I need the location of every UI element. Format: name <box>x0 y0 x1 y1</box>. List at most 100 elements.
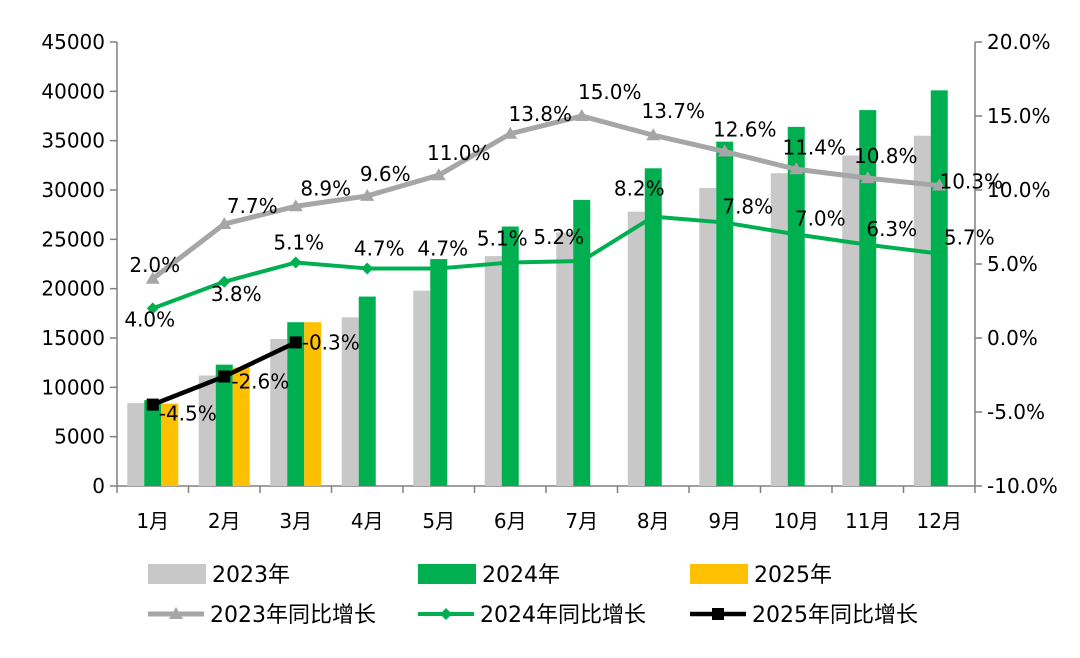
data-label: 11.0% <box>427 141 491 165</box>
data-labels: 2.0% 7.7% 8.9% 9.6% 11.0% 13.8%15.0%13.7% 12.6… <box>124 80 1003 426</box>
data-label: 12.6% <box>713 118 777 142</box>
marker-2024年同比增长-6月 <box>504 256 517 269</box>
data-label: 6.3% <box>866 217 917 241</box>
bar-2023年-9月 <box>699 188 717 486</box>
data-label: 11.4% <box>782 135 846 159</box>
bar-2024年-2月 <box>215 364 233 486</box>
bar-2024年-1月 <box>144 400 162 486</box>
bar-2023年-10月 <box>770 173 788 486</box>
x-tick-label: 3月 <box>279 509 312 533</box>
right-tick-label: 10.0% <box>987 178 1051 202</box>
legend: 2023年 2024年 2025年 2023年同比增长 2024年同比增长 2025年同比… <box>148 563 918 628</box>
legend-label: 2024年同比增长 <box>480 603 646 628</box>
data-label: 2.0% <box>129 253 180 277</box>
bar-2023年-6月 <box>484 256 502 486</box>
data-label: 4.7% <box>354 236 405 260</box>
data-label: 7.8% <box>722 195 773 219</box>
data-label: 7.7% <box>227 194 278 218</box>
marker-2023年同比增长-9月 <box>717 144 732 157</box>
left-tick-label: 35000 <box>41 129 105 153</box>
right-tick-label: 0.0% <box>987 326 1038 350</box>
bar-2023年-4月 <box>341 317 359 486</box>
bar-2023年-11月 <box>842 155 860 486</box>
right-tick-label: 20.0% <box>987 30 1051 54</box>
marker-2024年同比增长-11月 <box>861 238 874 251</box>
data-label: 8.2% <box>614 177 665 201</box>
marker-2024年同比增长-2月 <box>218 275 231 288</box>
bar-2024年-9月 <box>716 141 734 487</box>
line-2024年同比增长 <box>152 214 940 311</box>
axes: 0 5000 10000 15000 20000 25000 30000 35000 40000… <box>41 30 1057 533</box>
x-tick-label: 7月 <box>565 509 598 533</box>
bar-2025年-3月 <box>304 322 322 486</box>
x-tick-label: 1月 <box>136 509 169 533</box>
marker-2023年同比增长-10月 <box>789 162 804 175</box>
data-label: 4.7% <box>417 236 468 260</box>
marker-2023年同比增长-2月 <box>217 217 232 230</box>
bar-2023年-12月 <box>913 135 931 486</box>
marker-2023年同比增长-3月 <box>288 199 303 212</box>
right-tick-label: -10.0% <box>987 474 1058 498</box>
marker-2025年同比增长-1月 <box>146 398 159 411</box>
bar-2025年-2月 <box>232 367 250 486</box>
legend-swatch-2025年 <box>690 564 748 584</box>
bar-2023年-2月 <box>198 375 216 486</box>
bar-2023年-5月 <box>413 290 431 486</box>
marker-2023年同比增长-5月 <box>431 168 446 181</box>
data-label: 8.9% <box>300 176 351 200</box>
left-tick-label: 30000 <box>41 178 105 202</box>
right-tick-label: 5.0% <box>987 252 1038 276</box>
bar-2025年-1月 <box>161 403 179 486</box>
marker-2025年同比增长-3月 <box>289 336 302 349</box>
data-label: 4.0% <box>124 307 175 331</box>
legend-marker-2025年同比增长 <box>712 608 724 620</box>
data-label: 5.2% <box>533 225 584 249</box>
marker-2023年同比增长-11月 <box>860 171 875 184</box>
lines <box>145 109 947 411</box>
marker-2025年同比增长-2月 <box>218 370 231 383</box>
x-tick-label: 8月 <box>637 509 670 533</box>
marker-2023年同比增长-4月 <box>360 188 375 201</box>
data-label: 5.1% <box>477 227 528 251</box>
data-label: 10.3% <box>939 170 1003 194</box>
x-tick-label: 10月 <box>774 509 819 533</box>
marker-2023年同比增长-1月 <box>145 271 160 284</box>
legend-swatch-2024年 <box>418 564 476 584</box>
x-tick-label: 6月 <box>494 509 527 533</box>
marker-2023年同比增长-6月 <box>503 126 518 139</box>
legend-marker-2024年同比增长 <box>440 608 452 620</box>
left-tick-label: 45000 <box>41 30 105 54</box>
data-label: 9.6% <box>360 162 411 186</box>
data-label: 7.0% <box>795 206 846 230</box>
data-label: -4.5% <box>159 402 217 426</box>
bar-2024年-7月 <box>573 199 591 486</box>
marker-2024年同比增长-8月 <box>647 210 660 223</box>
bar-2023年-8月 <box>627 211 645 486</box>
right-tick-label: 15.0% <box>987 104 1051 128</box>
bar-2024年-11月 <box>859 110 877 486</box>
left-tick-label: 0 <box>92 474 105 498</box>
data-label: -2.6% <box>231 369 289 393</box>
left-tick-label: 5000 <box>54 425 105 449</box>
data-label: 13.8% <box>508 102 572 126</box>
legend-label: 2024年 <box>482 563 560 588</box>
marker-2023年同比增长-7月 <box>574 109 589 121</box>
data-label: 13.7% <box>641 99 705 123</box>
bar-2024年-4月 <box>358 296 376 486</box>
marker-2023年同比增长-12月 <box>932 178 947 191</box>
bar-2024年-6月 <box>501 226 519 487</box>
data-label: 15.0% <box>578 80 642 104</box>
right-tick-label: -5.0% <box>987 400 1045 424</box>
bar-2024年-8月 <box>644 168 662 486</box>
marker-2024年同比增长-1月 <box>146 302 159 315</box>
legend-marker-2023年同比增长 <box>169 607 183 619</box>
bar-2023年-7月 <box>556 232 574 486</box>
x-tick-label: 2月 <box>208 509 241 533</box>
data-label: 5.1% <box>273 231 324 255</box>
bar-2024年-10月 <box>787 126 805 486</box>
marker-2024年同比增长-5月 <box>432 262 445 275</box>
marker-2024年同比增长-9月 <box>718 216 731 229</box>
left-tick-label: 25000 <box>41 227 105 251</box>
